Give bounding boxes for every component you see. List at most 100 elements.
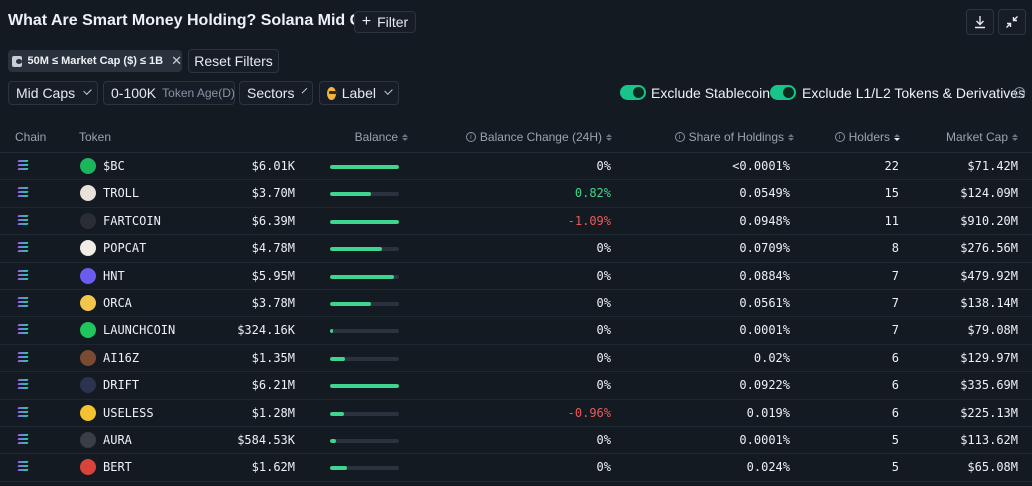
market-cap-value: $113.62M (960, 432, 1018, 447)
balance-value: $6.39M (251, 213, 295, 228)
filter-button[interactable]: + Filter (354, 11, 416, 33)
info-icon[interactable]: i (834, 132, 845, 142)
solana-icon (17, 324, 29, 335)
share-value: 0.024% (746, 460, 790, 475)
info-icon[interactable]: i (674, 132, 685, 142)
balance-change-value: 0% (596, 350, 611, 365)
table-row[interactable]: FARTCOIN $6.39M -1.09% 0.0948% 11 $910.20M (0, 208, 1032, 236)
token-logo-icon (80, 240, 96, 257)
column-balance-change[interactable]: i Balance Change (24H) (465, 130, 612, 144)
table-row[interactable]: BERT $1.62M 0% 0.024% 5 $65.08M (0, 454, 1032, 482)
table-row[interactable]: TROLL $3.70M 0.82% 0.0549% 15 $124.09M (0, 180, 1032, 208)
column-market-cap[interactable]: Market Cap (946, 130, 1018, 144)
holders-value: 5 (891, 460, 899, 475)
share-value: 0.0709% (739, 241, 790, 256)
table-row[interactable]: ORCA $3.78M 0% 0.0561% 7 $138.14M (0, 290, 1032, 318)
balance-value: $4.78M (251, 241, 295, 256)
holders-value: 6 (891, 350, 899, 365)
column-share-label: Share of Holdings (688, 130, 784, 144)
token-name[interactable]: USELESS (103, 405, 154, 420)
market-cap-value: $65.08M (967, 460, 1018, 475)
solana-icon (17, 461, 29, 472)
balance-value: $3.70M (251, 186, 295, 201)
collapse-button[interactable] (998, 9, 1026, 35)
token-name[interactable]: BERT (103, 460, 132, 475)
info-icon[interactable]: i (465, 132, 476, 142)
share-value: 0.019% (746, 405, 790, 420)
balance-bar-fill (330, 356, 346, 361)
close-icon[interactable]: ✕ (171, 53, 182, 68)
token-name[interactable]: DRIFT (103, 378, 140, 393)
info-icon[interactable]: i (1014, 87, 1025, 98)
column-share[interactable]: i Share of Holdings (674, 130, 794, 144)
share-value: <0.0001% (732, 159, 790, 173)
balance-bar (330, 301, 399, 306)
solana-icon (17, 406, 29, 417)
label-select[interactable]: Label (319, 81, 399, 105)
token-name[interactable]: LAUNCHCOIN (103, 323, 176, 338)
market-cap-value: $79.08M (967, 323, 1018, 338)
holders-value: 5 (891, 432, 899, 447)
exclude-l1l2-toggle[interactable] (770, 85, 796, 100)
holders-value: 8 (891, 241, 899, 256)
balance-bar-fill (330, 219, 399, 224)
reset-filters-button[interactable]: Reset Filters (188, 49, 279, 73)
download-button[interactable] (966, 9, 994, 35)
balance-bar (330, 274, 399, 279)
table-row[interactable]: AURA $584.53K 0% 0.0001% 5 $113.62M (0, 427, 1032, 455)
market-cap-value: $225.13M (960, 405, 1018, 420)
token-age-input[interactable]: 0-100K Token Age(D) (103, 81, 235, 105)
column-holders-label: Holders (848, 130, 890, 144)
sort-icon (788, 133, 794, 141)
table-row[interactable]: DRIFT $6.21M 0% 0.0922% 6 $335.69M (0, 372, 1032, 400)
exclude-stablecoin-label: Exclude Stablecoin (651, 85, 771, 101)
token-name[interactable]: AURA (103, 432, 132, 447)
solana-icon (17, 160, 29, 170)
market-cap-value: $910.20M (960, 213, 1018, 228)
token-name[interactable]: HNT (103, 268, 125, 283)
token-name[interactable]: TROLL (103, 186, 140, 201)
balance-change-value: -0.96% (567, 405, 611, 420)
balance-value: $584.53K (237, 432, 295, 447)
table-row[interactable]: AI16Z $1.35M 0% 0.02% 6 $129.97M (0, 345, 1032, 373)
table-row[interactable]: USELESS $1.28M -0.96% 0.019% 6 $225.13M (0, 400, 1032, 427)
token-name[interactable]: $BC (103, 159, 125, 173)
holders-value: 7 (891, 268, 899, 283)
solana-icon (17, 296, 29, 307)
market-cap-filter-chip[interactable]: 50M ≤ Market Cap ($) ≤ 1B ✕ (8, 50, 182, 72)
balance-bar-fill (330, 438, 336, 443)
market-cap-value: $124.09M (960, 186, 1018, 201)
market-cap-value: $71.42M (967, 159, 1018, 173)
collapse-icon (1006, 16, 1018, 28)
solana-icon (17, 214, 29, 225)
balance-bar-fill (330, 466, 348, 471)
token-logo-icon (80, 459, 96, 476)
token-name[interactable]: ORCA (103, 295, 132, 310)
token-name[interactable]: POPCAT (103, 241, 147, 256)
chevron-down-icon (83, 85, 92, 95)
chevron-down-icon (384, 85, 393, 95)
table-row[interactable]: LAUNCHCOIN $324.16K 0% 0.0001% 7 $79.08M (0, 317, 1032, 345)
column-holders[interactable]: i Holders (834, 130, 900, 144)
token-logo-icon (80, 404, 96, 421)
balance-value: $324.16K (237, 323, 295, 338)
token-name[interactable]: AI16Z (103, 350, 140, 365)
solana-icon (17, 242, 29, 253)
balance-bar (330, 411, 399, 416)
token-name[interactable]: FARTCOIN (103, 213, 161, 228)
table-row[interactable]: HNT $5.95M 0% 0.0884% 7 $479.92M (0, 263, 1032, 290)
market-cap-value: $335.69M (960, 378, 1018, 393)
table-row[interactable]: $BC $6.01K 0% <0.0001% 22 $71.42M (0, 153, 1032, 181)
market-cap-value: $276.56M (960, 241, 1018, 256)
sectors-select[interactable]: Sectors (239, 81, 313, 105)
table-row[interactable]: POPCAT $4.78M 0% 0.0709% 8 $276.56M (0, 235, 1032, 263)
exclude-stablecoin-toggle[interactable] (620, 85, 646, 100)
column-balance[interactable]: Balance (355, 130, 408, 144)
token-logo-icon (80, 212, 96, 229)
balance-change-value: 0% (596, 159, 611, 173)
share-value: 0.0884% (739, 268, 790, 283)
market-cap-value: $129.97M (960, 350, 1018, 365)
share-value: 0.0561% (739, 295, 790, 310)
balance-bar (330, 384, 399, 389)
cap-select[interactable]: Mid Caps (8, 81, 98, 105)
